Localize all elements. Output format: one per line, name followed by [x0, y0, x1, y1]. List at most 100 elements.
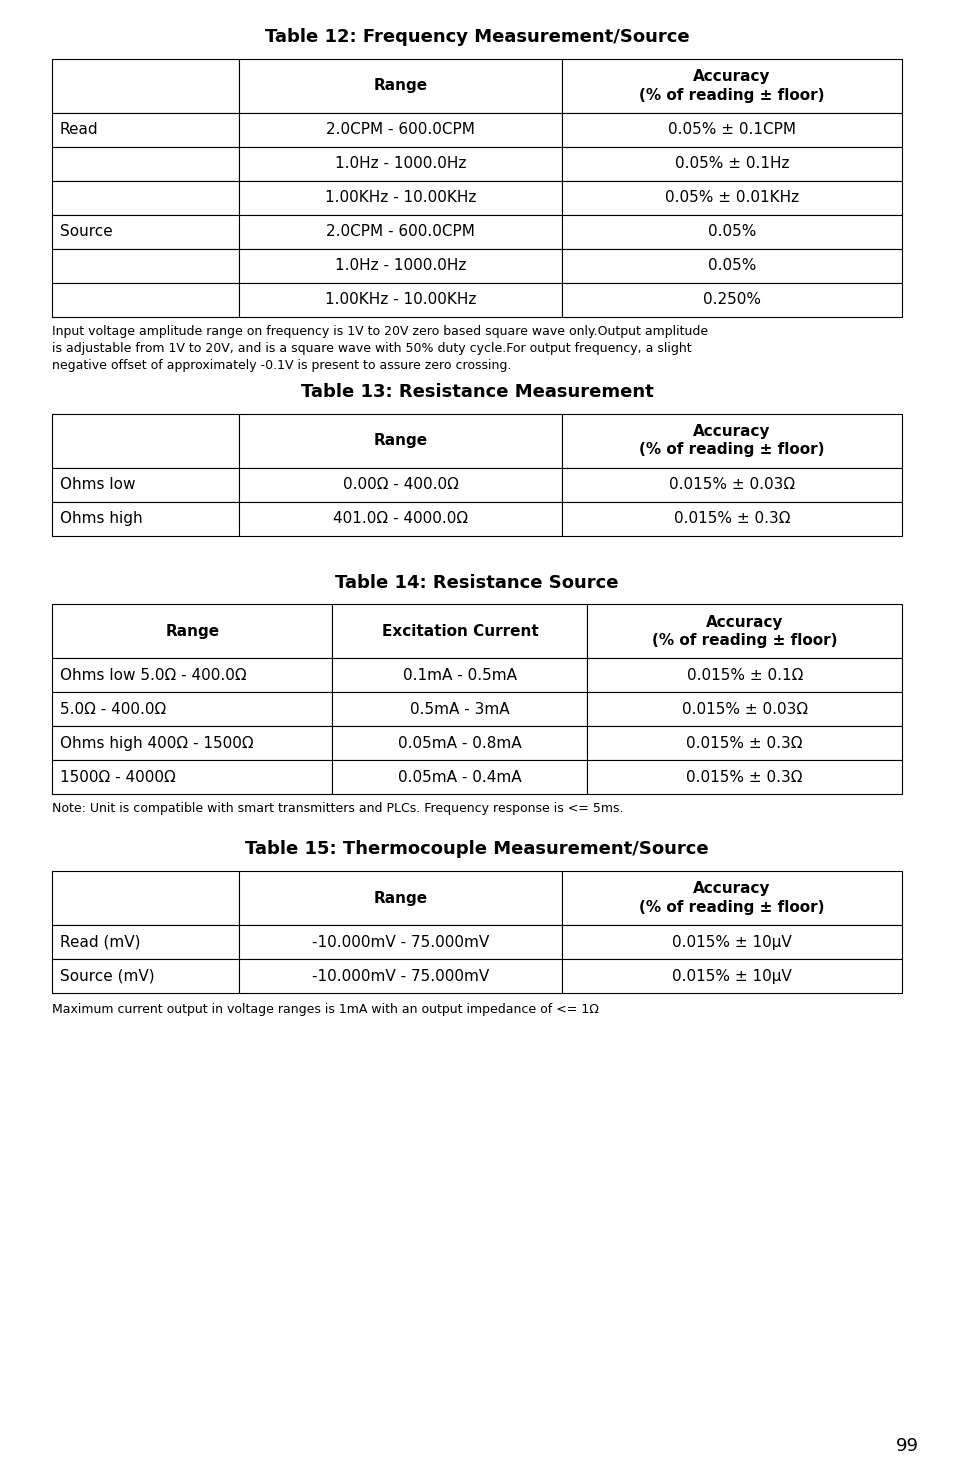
Text: Ohms low: Ohms low — [60, 476, 135, 493]
Text: Source (mV): Source (mV) — [60, 969, 154, 984]
Text: 1500Ω - 4000Ω: 1500Ω - 4000Ω — [60, 770, 175, 785]
Text: Accuracy
(% of reading ± floor): Accuracy (% of reading ± floor) — [639, 69, 824, 103]
Bar — [587, 658, 901, 692]
Text: Accuracy
(% of reading ± floor): Accuracy (% of reading ± floor) — [639, 882, 824, 914]
Text: 0.015% ± 0.3Ω: 0.015% ± 0.3Ω — [673, 512, 789, 527]
Text: 0.05%: 0.05% — [707, 224, 756, 239]
Text: Ohms low 5.0Ω - 400.0Ω: Ohms low 5.0Ω - 400.0Ω — [60, 668, 247, 683]
Bar — [239, 959, 561, 993]
Bar — [561, 59, 901, 112]
Bar — [561, 959, 901, 993]
Bar — [239, 148, 561, 181]
Text: 1.0Hz - 1000.0Hz: 1.0Hz - 1000.0Hz — [335, 156, 466, 171]
Text: Table 14: Resistance Source: Table 14: Resistance Source — [335, 574, 618, 591]
Text: Read: Read — [60, 122, 98, 137]
Bar — [52, 605, 333, 658]
Text: Range: Range — [373, 78, 427, 93]
Bar — [52, 112, 239, 148]
Bar — [239, 283, 561, 317]
Bar — [561, 215, 901, 249]
Bar — [587, 761, 901, 795]
Text: 99: 99 — [895, 1437, 918, 1454]
Text: 401.0Ω - 4000.0Ω: 401.0Ω - 4000.0Ω — [333, 512, 468, 527]
Text: 1.0Hz - 1000.0Hz: 1.0Hz - 1000.0Hz — [335, 258, 466, 273]
Text: 0.250%: 0.250% — [702, 292, 760, 307]
Text: Input voltage amplitude range on frequency is 1V to 20V zero based square wave o: Input voltage amplitude range on frequen… — [52, 324, 707, 372]
Bar — [333, 761, 587, 795]
Bar — [52, 925, 239, 959]
Text: -10.000mV - 75.000mV: -10.000mV - 75.000mV — [312, 935, 489, 950]
Bar — [52, 502, 239, 535]
Bar — [587, 692, 901, 726]
Text: 0.00Ω - 400.0Ω: 0.00Ω - 400.0Ω — [342, 476, 458, 493]
Text: 0.015% ± 10μV: 0.015% ± 10μV — [672, 935, 791, 950]
Bar — [239, 872, 561, 925]
Bar — [52, 59, 239, 112]
Bar — [52, 215, 239, 249]
Text: Range: Range — [165, 624, 219, 639]
Text: 0.05% ± 0.1CPM: 0.05% ± 0.1CPM — [667, 122, 795, 137]
Text: Maximum current output in voltage ranges is 1mA with an output impedance of <= 1: Maximum current output in voltage ranges… — [52, 1003, 598, 1016]
Text: 0.015% ± 10μV: 0.015% ± 10μV — [672, 969, 791, 984]
Text: 0.05% ± 0.01KHz: 0.05% ± 0.01KHz — [664, 190, 799, 205]
Bar — [333, 605, 587, 658]
Text: 1.00KHz - 10.00KHz: 1.00KHz - 10.00KHz — [324, 190, 476, 205]
Bar — [333, 692, 587, 726]
Bar — [333, 658, 587, 692]
Text: -10.000mV - 75.000mV: -10.000mV - 75.000mV — [312, 969, 489, 984]
Text: 0.05mA - 0.4mA: 0.05mA - 0.4mA — [397, 770, 521, 785]
Text: Ohms high 400Ω - 1500Ω: Ohms high 400Ω - 1500Ω — [60, 736, 253, 751]
Text: Table 12: Frequency Measurement/Source: Table 12: Frequency Measurement/Source — [264, 28, 689, 46]
Text: 0.05% ± 0.1Hz: 0.05% ± 0.1Hz — [674, 156, 788, 171]
Bar — [52, 181, 239, 215]
Text: Range: Range — [373, 891, 427, 906]
Text: Note: Unit is compatible with smart transmitters and PLCs. Frequency response is: Note: Unit is compatible with smart tran… — [52, 802, 623, 816]
Text: 0.015% ± 0.1Ω: 0.015% ± 0.1Ω — [686, 668, 802, 683]
Bar — [239, 215, 561, 249]
Bar — [52, 692, 333, 726]
Bar — [52, 658, 333, 692]
Bar — [561, 925, 901, 959]
Bar — [239, 502, 561, 535]
Bar — [52, 468, 239, 502]
Bar — [52, 726, 333, 761]
Text: 2.0CPM - 600.0CPM: 2.0CPM - 600.0CPM — [326, 122, 475, 137]
Bar — [561, 112, 901, 148]
Bar — [561, 283, 901, 317]
Bar — [561, 468, 901, 502]
Bar — [561, 148, 901, 181]
Bar — [587, 726, 901, 761]
Bar — [561, 249, 901, 283]
Text: 0.05mA - 0.8mA: 0.05mA - 0.8mA — [397, 736, 521, 751]
Bar — [52, 249, 239, 283]
Text: 0.015% ± 0.3Ω: 0.015% ± 0.3Ω — [686, 770, 802, 785]
Text: 0.05%: 0.05% — [707, 258, 756, 273]
Bar — [52, 959, 239, 993]
Bar — [239, 181, 561, 215]
Bar — [587, 605, 901, 658]
Text: 0.015% ± 0.03Ω: 0.015% ± 0.03Ω — [681, 702, 807, 717]
Text: Table 15: Thermocouple Measurement/Source: Table 15: Thermocouple Measurement/Sourc… — [245, 841, 708, 858]
Text: Read (mV): Read (mV) — [60, 935, 140, 950]
Text: 5.0Ω - 400.0Ω: 5.0Ω - 400.0Ω — [60, 702, 166, 717]
Text: Accuracy
(% of reading ± floor): Accuracy (% of reading ± floor) — [639, 423, 824, 457]
Text: Ohms high: Ohms high — [60, 512, 143, 527]
Bar — [52, 872, 239, 925]
Text: 0.015% ± 0.3Ω: 0.015% ± 0.3Ω — [686, 736, 802, 751]
Text: Accuracy
(% of reading ± floor): Accuracy (% of reading ± floor) — [651, 615, 837, 648]
Text: 0.015% ± 0.03Ω: 0.015% ± 0.03Ω — [668, 476, 794, 493]
Bar — [52, 148, 239, 181]
Bar — [239, 59, 561, 112]
Bar — [239, 925, 561, 959]
Bar — [239, 249, 561, 283]
Text: 1.00KHz - 10.00KHz: 1.00KHz - 10.00KHz — [324, 292, 476, 307]
Bar — [561, 872, 901, 925]
Text: Excitation Current: Excitation Current — [381, 624, 537, 639]
Text: Range: Range — [373, 434, 427, 448]
Bar — [561, 413, 901, 468]
Bar — [52, 283, 239, 317]
Bar — [52, 761, 333, 795]
Bar — [239, 468, 561, 502]
Bar — [561, 502, 901, 535]
Bar — [239, 112, 561, 148]
